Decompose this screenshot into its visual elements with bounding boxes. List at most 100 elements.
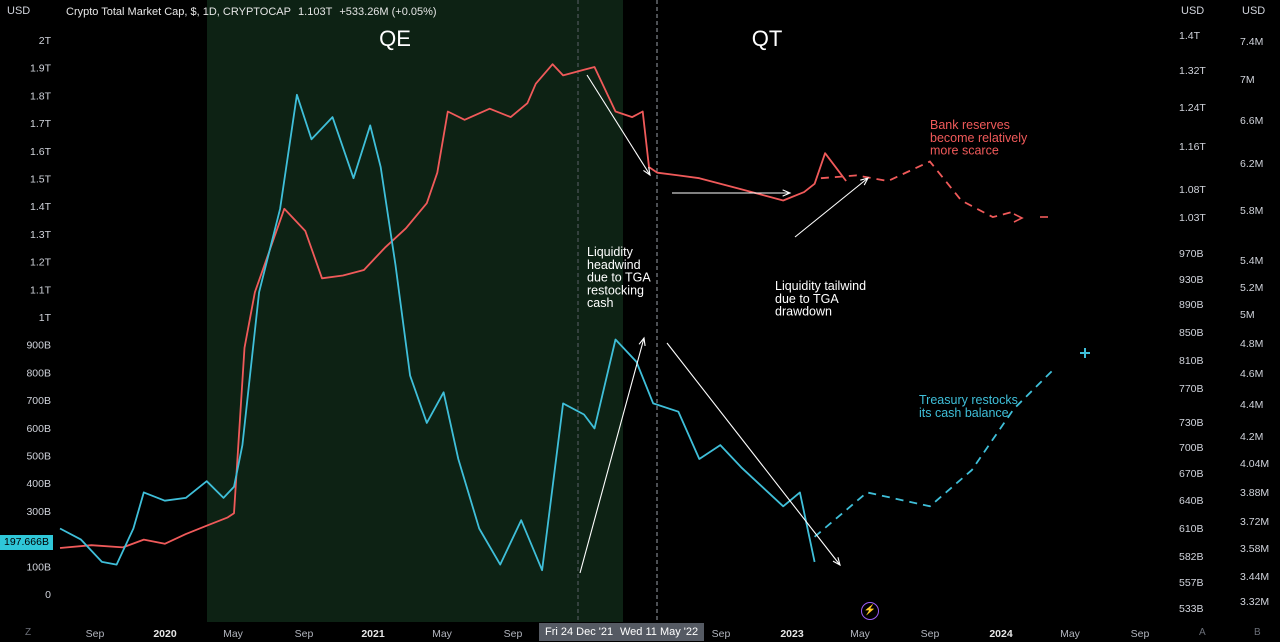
auto-scale-button[interactable]: A xyxy=(1199,627,1206,638)
y-left-tick: 1.3T xyxy=(30,229,52,241)
y-right2-tick: 4.8M xyxy=(1240,338,1263,350)
annotation-text-2: due to TGA xyxy=(775,292,839,306)
y-right2-tick: 5.4M xyxy=(1240,255,1263,267)
y-right1-tick: 1.4T xyxy=(1179,30,1201,42)
y-right1-tick: 730B xyxy=(1179,417,1204,429)
annotation-text-3: its cash balance xyxy=(919,406,1009,420)
trend-arrowhead xyxy=(860,177,870,186)
annotation-text-1: restocking xyxy=(587,283,644,297)
x-tick: Sep xyxy=(921,628,940,640)
y-left-tick: 2T xyxy=(39,35,52,47)
series-line-0 xyxy=(59,63,847,549)
y-right2-tick: 3.72M xyxy=(1240,516,1269,528)
y-right2-tick: 6.6M xyxy=(1240,115,1263,127)
trend-arrowhead xyxy=(643,167,651,177)
y-right1-tick: 610B xyxy=(1179,523,1204,535)
y-right2-tick: 4.6M xyxy=(1240,368,1263,380)
annotation-text-0: Bank reserves xyxy=(930,118,1010,132)
y-right1-tick: 640B xyxy=(1179,495,1204,507)
x-tick: May xyxy=(850,628,871,640)
symbol-title: Crypto Total Market Cap, $, 1D, CRYPTOCA… xyxy=(66,6,291,18)
lightning-icon[interactable]: ⚡ xyxy=(861,602,879,620)
log-scale-button[interactable]: B xyxy=(1254,627,1261,638)
y-left-tick: 0 xyxy=(45,589,51,601)
x-tick: 2021 xyxy=(361,628,385,640)
annotation-text-0: become relatively xyxy=(930,131,1028,145)
y-right1-tick: 700B xyxy=(1179,442,1204,454)
y-left-tick: 100B xyxy=(26,561,51,573)
x-tick: May xyxy=(1060,628,1081,640)
x-tick: Sep xyxy=(712,628,731,640)
y-right1-tick: 1.08T xyxy=(1179,184,1206,196)
y-right2-tick: 3.58M xyxy=(1240,543,1269,555)
y-right2-tick: 7M xyxy=(1240,74,1255,86)
y-right2-tick: 3.44M xyxy=(1240,571,1269,583)
annotation-text-3: Treasury restocks xyxy=(919,393,1018,407)
y-left-tick: 1.1T xyxy=(30,284,52,296)
trend-arrowhead xyxy=(638,336,646,347)
y-left-tick: 700B xyxy=(26,395,51,407)
y-right1-tick: 1.24T xyxy=(1179,102,1206,114)
y-right1-tick: 533B xyxy=(1179,603,1204,615)
y-right1-tick: 557B xyxy=(1179,577,1204,589)
y-right2-tick: 3.88M xyxy=(1240,487,1269,499)
y-right2-tick: 5.8M xyxy=(1240,205,1263,217)
x-tick: 2024 xyxy=(989,628,1013,640)
change-value: +533.26M (+0.05%) xyxy=(339,6,437,18)
y-left-tick: 500B xyxy=(26,451,51,463)
annotation-text-1: cash xyxy=(587,296,613,310)
x-tick: Sep xyxy=(1131,628,1150,640)
y-left-tick: 1.8T xyxy=(30,90,52,102)
left-axis-unit: USD xyxy=(7,5,31,17)
x-tick: 2023 xyxy=(780,628,804,640)
y-left-tick: 1T xyxy=(39,312,52,324)
y-right2-tick: 3.32M xyxy=(1240,596,1269,608)
x-tick: May xyxy=(223,628,244,640)
y-right1-tick: 770B xyxy=(1179,383,1204,395)
y-left-tick: 300B xyxy=(26,506,51,518)
y-right1-tick: 582B xyxy=(1179,551,1204,563)
y-right1-tick: 850B xyxy=(1179,327,1204,339)
right-axis-unit-2: USD xyxy=(1242,5,1266,17)
last-value: 1.103T xyxy=(298,6,333,18)
y-right2-tick: 5.2M xyxy=(1240,282,1263,294)
x-tick: Sep xyxy=(86,628,105,640)
y-left-tick: 1.4T xyxy=(30,201,52,213)
y-right1-tick: 1.16T xyxy=(1179,141,1206,153)
y-right2-tick: 6.2M xyxy=(1240,158,1263,170)
y-left-tick: 600B xyxy=(26,423,51,435)
cursor-date-label-2: Wed 11 May '22 xyxy=(614,623,705,641)
x-tick: 2020 xyxy=(153,628,177,640)
y-left-tick: 1.2T xyxy=(30,257,52,269)
zoom-icon[interactable]: Z xyxy=(25,627,32,638)
y-left-tick: 1.9T xyxy=(30,63,52,75)
y-right2-tick: 4.4M xyxy=(1240,399,1263,411)
trend-arrow xyxy=(666,342,841,566)
y-right2-tick: 7.4M xyxy=(1240,36,1263,48)
y-right2-tick: 5M xyxy=(1240,309,1255,321)
qe-region-band xyxy=(207,0,623,622)
x-tick: Sep xyxy=(295,628,314,640)
price-tag: 197.666B xyxy=(0,535,53,550)
series-line-1 xyxy=(59,93,816,572)
y-right1-tick: 930B xyxy=(1179,274,1204,286)
right-axis-unit-1: USD xyxy=(1181,5,1205,17)
y-left-tick: 1.7T xyxy=(30,118,52,130)
trend-arrow xyxy=(579,337,645,574)
plus-marker-icon xyxy=(1080,348,1090,358)
annotation-text-1: Liquidity xyxy=(587,245,634,259)
trend-arrowhead xyxy=(832,557,841,567)
y-left-tick: 1.5T xyxy=(30,174,52,186)
trend-arrow xyxy=(794,177,869,238)
x-tick: Sep xyxy=(504,628,523,640)
y-right1-tick: 670B xyxy=(1179,468,1204,480)
y-right1-tick: 1.32T xyxy=(1179,65,1206,77)
y-left-tick: 400B xyxy=(26,478,51,490)
y-left-tick: 1.6T xyxy=(30,146,52,158)
projection-line-1 xyxy=(814,366,1057,538)
symbol-header[interactable]: Crypto Total Market Cap, $, 1D, CRYPTOCA… xyxy=(66,6,441,18)
cursor-date-label-1: Fri 24 Dec '21 xyxy=(539,623,620,641)
x-tick: May xyxy=(432,628,453,640)
annotation-text-1: due to TGA xyxy=(587,271,651,285)
